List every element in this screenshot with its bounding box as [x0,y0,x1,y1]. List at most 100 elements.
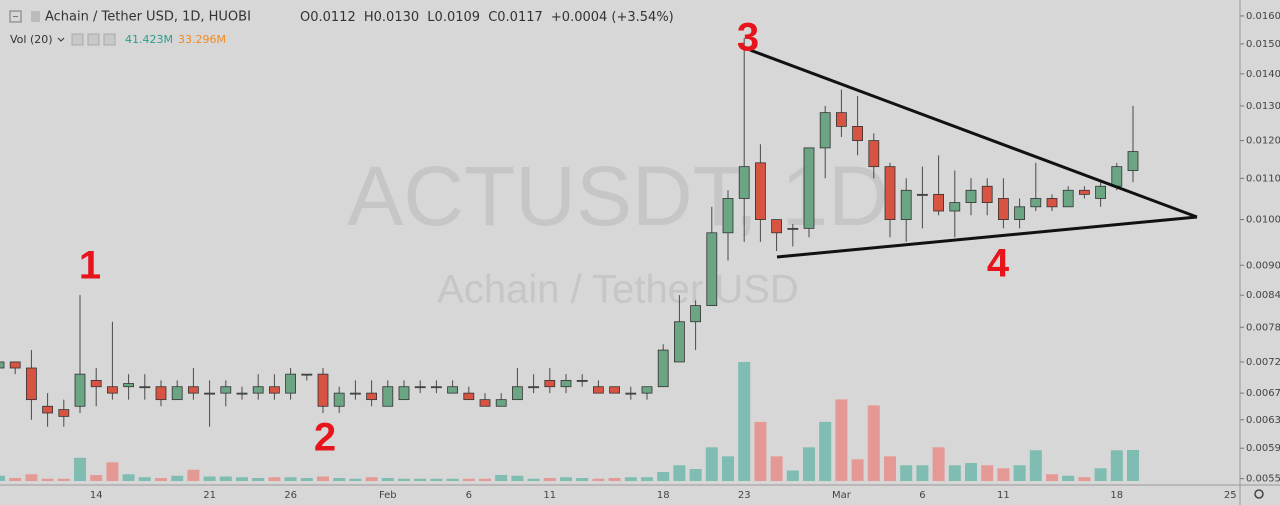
watermark-name: Achain / Tether USD [437,268,799,312]
candle-body [430,386,442,389]
candle-body [9,361,21,369]
volume-bar [900,465,913,481]
ohlc-value: 0.0109 [435,10,481,25]
candle-body [1030,198,1042,208]
x-tick-label: 26 [284,490,297,501]
candle-body [512,386,523,401]
symbol-icon [31,11,40,22]
volume-bar [284,477,297,481]
volume-bar [138,477,151,481]
candle-body [252,386,264,394]
annotation: 1 [79,244,101,288]
candle-body [819,112,831,149]
price-axis-bg [1240,0,1280,505]
volume-bar [479,478,491,481]
ohlc-value: 0.0112 [310,10,356,25]
y-tick-label: 0.0055 [1246,474,1280,485]
candle-body [1014,206,1025,221]
volume-bar [803,447,815,481]
volume-bar [624,477,637,481]
y-tick-label: 0.0063 [1246,415,1280,426]
volume-bar [462,478,475,481]
y-tick-label: 0.0160 [1246,11,1280,22]
volume-bar [981,465,994,481]
candle-body [852,125,863,142]
candle-body [58,409,70,417]
candle-body [787,227,799,230]
volume-bar [398,478,410,481]
settings-icon[interactable] [1254,489,1264,499]
header: Achain / Tether USD, 1D, HUOBI O0.0112 H… [9,10,674,46]
x-tick-label: 11 [543,490,556,501]
y-tick-label: 0.0090 [1246,260,1280,271]
annotation: 2 [314,416,336,460]
candle-body [447,386,459,394]
symbol-title: Achain / Tether USD, 1D, HUOBI [45,10,251,25]
volume-bar [997,468,1010,481]
candle-body [0,361,5,369]
volume-bar [203,476,216,481]
volume-bar [722,456,734,481]
volume-bar [155,478,167,481]
volume-bar [689,469,702,481]
candle-body [593,386,604,394]
y-tick-label: 0.0120 [1246,136,1280,147]
volume-bar [1062,475,1075,481]
volume-bar [300,478,313,481]
volume-bar [592,478,605,481]
volume-bar [252,478,265,481]
candle-body [479,399,491,407]
icon[interactable] [87,33,100,46]
candle-body [285,373,297,394]
icon[interactable] [71,33,84,46]
y-tick-label: 0.0150 [1246,39,1280,50]
x-tick-label: Feb [379,490,397,501]
x-tick-label: 21 [203,490,216,501]
volume-bar [835,399,848,481]
ohlc-label: O [300,10,310,25]
candle-body [771,219,782,234]
candle-body [998,198,1009,221]
volume-bar [236,477,248,481]
candle-body [463,392,475,401]
candle-body [674,321,685,363]
candle-body [107,386,118,394]
volume-bar [641,477,653,481]
candle-body [204,392,216,395]
candle-body [90,379,102,388]
candle-body [544,379,556,388]
trendline-upper [749,48,1198,219]
candle-body [366,392,378,401]
y-tick-label: 0.0100 [1246,215,1280,226]
ohlc-label: L [427,10,435,25]
candle-body [528,386,539,389]
y-tick-label: 0.0140 [1246,69,1280,80]
candle-body [1079,189,1090,195]
candle-body [706,232,718,306]
candle-body [755,162,766,221]
candle-body [609,386,620,394]
candle-body [155,386,167,401]
ohlc-value: 0.0117 [497,10,543,25]
collapse-icon[interactable] [9,10,22,23]
volume-label[interactable]: Vol (20) [10,33,53,46]
candle-body [42,405,53,414]
volume-bar [543,478,556,481]
volume-bar [884,456,896,481]
candle-body [933,193,944,212]
candle-body [268,386,280,394]
volume-bar [365,477,378,481]
volume-bar [770,456,783,481]
candle-body [690,305,701,323]
candle-body [1111,166,1123,187]
dropdown-icon[interactable] [57,37,65,42]
icon[interactable] [103,33,116,46]
candle-body [560,379,572,388]
candle-body [171,386,183,401]
y-tick-label: 0.0084 [1246,290,1280,301]
volume-bar [90,475,103,481]
candle-body [965,189,977,204]
y-tick-label: 0.0072 [1246,357,1280,368]
candle-body [1062,189,1074,208]
